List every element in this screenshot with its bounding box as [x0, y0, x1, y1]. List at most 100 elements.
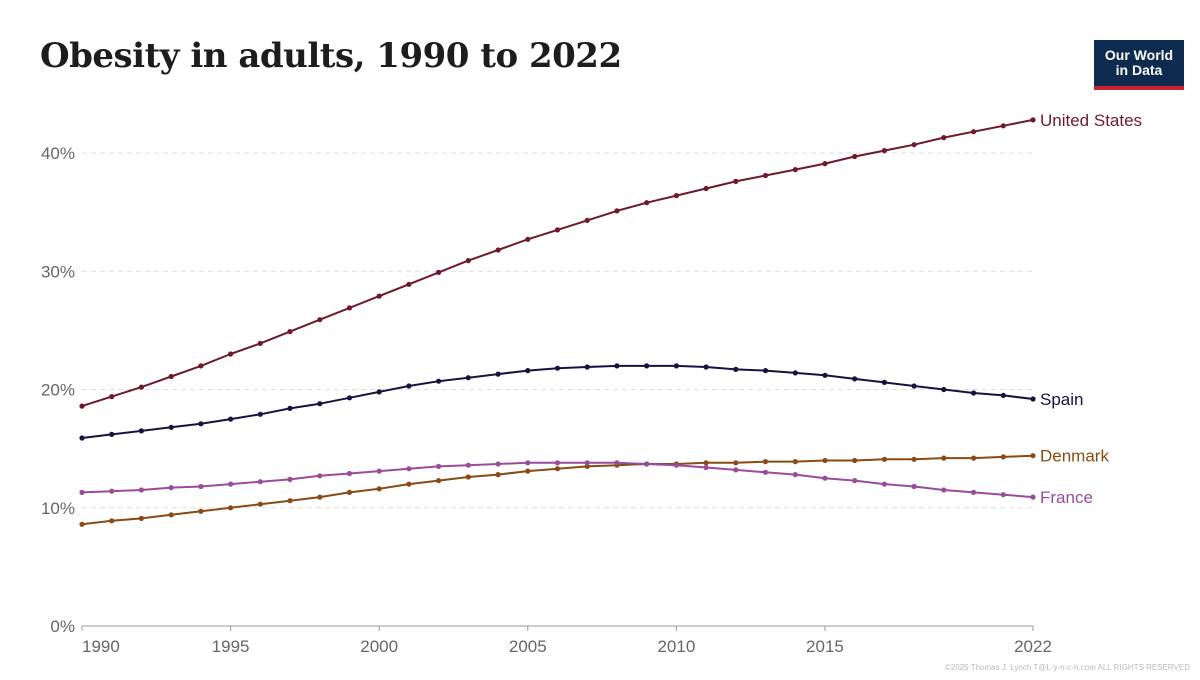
- data-point-spain-1995[interactable]: [228, 416, 234, 422]
- data-point-united-states-2017[interactable]: [881, 148, 888, 154]
- data-point-france-2021[interactable]: [1000, 492, 1006, 498]
- data-point-spain-2006[interactable]: [554, 365, 561, 371]
- data-point-france-1999[interactable]: [346, 470, 353, 477]
- data-point-united-states-1997[interactable]: [287, 329, 293, 335]
- data-point-united-states-1990[interactable]: [79, 403, 85, 409]
- data-point-united-states-2019[interactable]: [941, 135, 947, 141]
- data-point-united-states-2018[interactable]: [911, 142, 917, 148]
- data-point-france-2022[interactable]: [1030, 494, 1036, 500]
- data-point-united-states-2004[interactable]: [495, 247, 501, 253]
- data-point-united-states-2011[interactable]: [703, 185, 709, 192]
- data-point-united-states-2008[interactable]: [614, 208, 620, 214]
- data-point-denmark-2015[interactable]: [822, 457, 828, 464]
- data-point-denmark-2001[interactable]: [406, 481, 412, 487]
- data-point-france-2011[interactable]: [703, 464, 709, 471]
- data-point-denmark-2000[interactable]: [376, 486, 382, 492]
- data-point-united-states-2007[interactable]: [584, 217, 590, 223]
- data-point-spain-2010[interactable]: [673, 363, 680, 369]
- data-point-france-2018[interactable]: [911, 483, 917, 490]
- data-point-spain-1991[interactable]: [109, 431, 115, 437]
- data-point-denmark-2003[interactable]: [465, 474, 471, 480]
- data-point-united-states-2016[interactable]: [852, 153, 858, 160]
- owid-logo[interactable]: Our World in Data: [1094, 40, 1184, 90]
- data-point-spain-2003[interactable]: [465, 375, 471, 381]
- data-point-france-2016[interactable]: [852, 478, 858, 484]
- data-point-france-2013[interactable]: [762, 469, 769, 475]
- data-point-united-states-2000[interactable]: [376, 293, 382, 299]
- data-point-france-2003[interactable]: [465, 462, 471, 468]
- data-point-spain-2016[interactable]: [852, 376, 858, 382]
- data-point-denmark-1993[interactable]: [168, 512, 174, 518]
- data-point-spain-2021[interactable]: [1000, 392, 1006, 398]
- data-point-united-states-2009[interactable]: [644, 200, 650, 206]
- data-point-united-states-2015[interactable]: [822, 161, 828, 167]
- data-point-spain-2000[interactable]: [376, 389, 382, 395]
- data-point-united-states-2002[interactable]: [436, 269, 442, 275]
- data-point-denmark-1997[interactable]: [287, 498, 293, 504]
- data-point-denmark-2007[interactable]: [584, 463, 590, 469]
- data-point-denmark-1995[interactable]: [228, 505, 234, 511]
- data-point-spain-2009[interactable]: [644, 363, 650, 369]
- data-point-france-1992[interactable]: [138, 487, 144, 493]
- data-point-spain-2015[interactable]: [822, 372, 828, 378]
- data-point-united-states-2010[interactable]: [673, 193, 680, 199]
- data-point-denmark-1999[interactable]: [346, 489, 353, 495]
- data-point-denmark-2021[interactable]: [1000, 454, 1006, 460]
- data-point-united-states-1999[interactable]: [346, 305, 353, 311]
- data-point-spain-2012[interactable]: [733, 366, 739, 372]
- data-point-spain-2018[interactable]: [911, 383, 917, 389]
- data-point-france-2004[interactable]: [495, 461, 501, 467]
- data-point-denmark-1992[interactable]: [138, 515, 144, 522]
- data-point-france-1995[interactable]: [228, 481, 234, 487]
- data-point-denmark-2011[interactable]: [703, 460, 709, 466]
- data-point-denmark-2014[interactable]: [792, 459, 798, 465]
- data-point-france-1997[interactable]: [287, 476, 293, 482]
- data-point-spain-2019[interactable]: [941, 386, 947, 393]
- data-point-spain-1992[interactable]: [138, 428, 144, 434]
- data-point-denmark-2022[interactable]: [1030, 453, 1036, 459]
- data-point-united-states-2012[interactable]: [733, 178, 739, 184]
- data-point-france-2007[interactable]: [584, 460, 590, 466]
- data-point-spain-1996[interactable]: [257, 411, 263, 417]
- data-point-united-states-2005[interactable]: [525, 236, 531, 242]
- data-point-spain-1998[interactable]: [317, 401, 323, 407]
- data-point-france-1994[interactable]: [198, 483, 204, 490]
- data-point-spain-2017[interactable]: [881, 379, 888, 385]
- data-point-france-1993[interactable]: [168, 485, 174, 491]
- data-point-france-2015[interactable]: [822, 475, 828, 481]
- data-point-united-states-1998[interactable]: [317, 317, 323, 323]
- data-point-france-2000[interactable]: [376, 468, 382, 474]
- data-point-united-states-1994[interactable]: [198, 363, 204, 369]
- data-point-denmark-2016[interactable]: [852, 457, 858, 464]
- data-point-denmark-2013[interactable]: [762, 459, 769, 465]
- data-point-france-2017[interactable]: [881, 481, 888, 487]
- data-point-spain-2013[interactable]: [762, 368, 769, 374]
- data-point-denmark-2004[interactable]: [495, 472, 501, 478]
- data-point-france-1998[interactable]: [317, 473, 323, 479]
- data-point-spain-2002[interactable]: [436, 378, 442, 384]
- data-point-france-2012[interactable]: [733, 467, 739, 473]
- data-point-france-2010[interactable]: [673, 462, 680, 468]
- data-point-denmark-1990[interactable]: [79, 521, 85, 527]
- data-point-denmark-2017[interactable]: [881, 456, 888, 462]
- data-point-spain-1990[interactable]: [79, 435, 85, 441]
- data-point-united-states-2022[interactable]: [1030, 117, 1036, 123]
- data-point-united-states-2003[interactable]: [465, 258, 471, 264]
- data-point-france-2005[interactable]: [525, 460, 531, 466]
- data-point-france-1996[interactable]: [257, 479, 263, 485]
- data-point-spain-2014[interactable]: [792, 370, 798, 376]
- data-point-denmark-1991[interactable]: [109, 518, 115, 524]
- series-line-spain[interactable]: [81, 364, 1034, 439]
- series-line-denmark[interactable]: [81, 454, 1034, 526]
- data-point-denmark-1998[interactable]: [317, 494, 323, 500]
- data-point-united-states-2020[interactable]: [971, 129, 977, 135]
- data-point-united-states-1993[interactable]: [168, 373, 174, 380]
- data-point-spain-2011[interactable]: [703, 364, 709, 370]
- data-point-united-states-2006[interactable]: [554, 227, 561, 233]
- data-point-spain-2022[interactable]: [1030, 396, 1036, 402]
- data-point-united-states-1996[interactable]: [257, 340, 263, 346]
- data-point-france-2019[interactable]: [941, 487, 947, 493]
- data-point-spain-1993[interactable]: [168, 424, 174, 430]
- data-point-spain-2004[interactable]: [495, 371, 501, 377]
- data-point-spain-2007[interactable]: [584, 364, 590, 370]
